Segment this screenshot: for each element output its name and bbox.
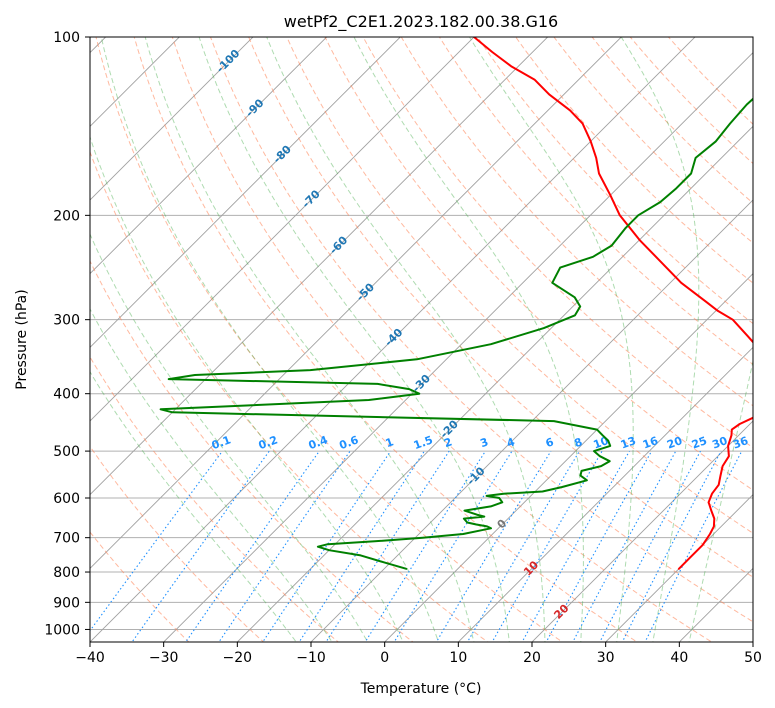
mixing-ratio-line [599,450,701,642]
mixing-ratio-label: 1 [384,435,396,450]
moist-adiabat [620,37,700,642]
x-tick-label: 40 [670,650,688,666]
x-tick-label: −30 [149,650,179,666]
y-tick-label: 100 [53,30,80,46]
dry-adiabat [90,150,489,642]
mixing-ratio-label: 4 [505,435,517,450]
mixing-ratio-line [325,450,450,642]
mixing-ratio-label: 3 [478,435,490,450]
dry-adiabat [133,37,638,642]
mixing-ratio-label: 30 [710,434,729,452]
moist-adiabat [266,37,546,642]
mixing-ratio-line [298,450,425,642]
mixing-ratio-line [364,450,486,642]
moist-adiabat [90,370,297,642]
mixing-ratio-label: 20 [665,434,684,452]
x-tick-label: 30 [597,650,615,666]
moist-adiabat [198,37,510,642]
moist-adiabat [353,37,584,642]
mixing-ratio-label: 0.2 [257,433,280,452]
skew-isotherm [310,199,753,642]
mixing-ratio-line [131,450,270,642]
dry-adiabat [400,37,753,407]
y-tick-label: 700 [53,531,80,547]
skew-isotherm [457,346,753,642]
x-tick-label: 50 [744,650,762,666]
skew-isotherm [90,37,401,348]
dry-adiabat [324,37,753,491]
x-tick-label: 0 [380,650,389,666]
mixing-ratio-line [262,450,392,642]
mixing-ratio-line [572,450,677,642]
skew-isotherm [90,37,696,642]
y-tick-label: 800 [53,565,80,581]
mixing-ratio-line [545,450,653,642]
dewpoint-profile-line [159,97,753,570]
dry-adiabat [90,445,265,642]
skew-isotherm [531,420,753,642]
y-tick-label: 400 [53,387,80,403]
axes: −40 −30 −20 −10 0 10 20 30 40 5010020030040050060… [44,30,762,666]
x-tick-label: −40 [75,650,105,666]
mixing-ratio-label: 25 [690,434,709,451]
dry-adiabat [248,37,753,578]
skew-isotherm [90,37,475,422]
chart-title: wetPf2_C2E1.2023.182.00.38.G16 [284,12,558,32]
skew-isotherm [90,37,254,201]
x-tick-label: 10 [449,650,467,666]
mixing-ratio-label: 6 [544,435,556,450]
skew-isotherm [163,52,753,642]
moist-adiabat [469,37,634,642]
dry-adiabat [90,531,190,642]
x-tick-label: 20 [523,650,541,666]
skew-isotherm [90,37,549,496]
dry-adiabat [171,37,713,642]
dry-adiabat [95,37,564,642]
plot-frame [89,36,754,643]
x-tick-label: −20 [223,650,253,666]
mixing-ratio-label: 2 [442,435,454,450]
y-tick-label: 300 [53,313,80,329]
y-tick-label: 900 [53,595,80,611]
y-tick-label: 500 [53,444,80,460]
moist-adiabat [144,37,475,642]
mixing-ratio-label: 16 [641,434,660,452]
skew-isotherm [90,37,622,569]
mixing-ratio-line [435,450,552,642]
dry-adiabat [90,259,414,642]
y-tick-label: 600 [53,491,80,507]
mixing-ratio-label: 0.4 [307,433,330,452]
temperature-profile-line [473,37,753,570]
mixing-ratio-label: 0.1 [210,433,233,452]
x-tick-label: −10 [296,650,326,666]
x-axis-label: Temperature (°C) [360,681,482,697]
mixing-ratio-label: 36 [731,434,750,452]
y-tick-label: 1000 [44,622,80,638]
mixing-ratio-label: 0.6 [338,433,361,452]
mixing-ratio-label: 13 [619,434,638,451]
moist-adiabat [90,232,369,642]
moist-adiabat [688,358,753,642]
moist-adiabat [90,135,404,642]
mixing-ratio-line [393,450,513,642]
mixing-ratio-label: 8 [572,435,584,450]
dry-adiabat [209,37,753,623]
skew-isotherm [384,273,753,642]
mixing-ratio-line [466,450,580,642]
moist-adiabat [90,308,333,642]
moist-adiabat [100,37,440,642]
y-tick-label: 200 [53,208,80,224]
mixing-ratio-label: 1.5 [412,433,435,452]
y-axis-label: Pressure (hPa) [14,289,30,389]
mixing-ratio-line [491,450,603,642]
mixing-ratio-line [218,450,351,642]
skew-isotherm [236,125,753,642]
dry-adiabat [286,37,753,534]
dry-adiabat [90,356,340,642]
skew-isotherm [90,37,328,275]
